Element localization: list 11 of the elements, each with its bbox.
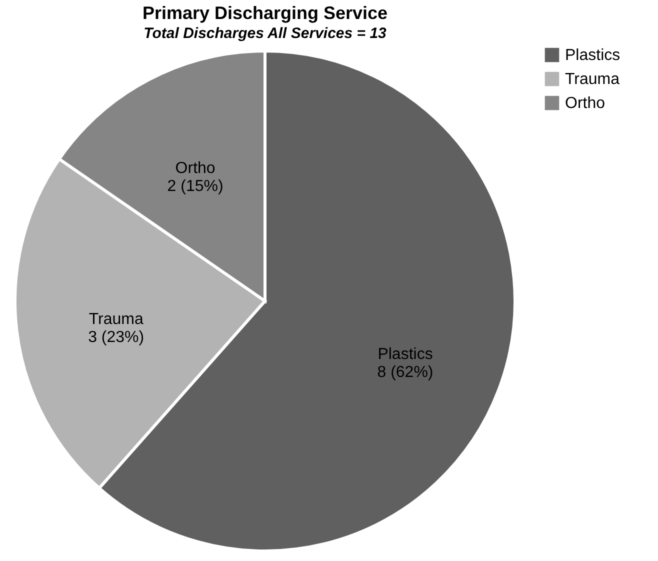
chart-subtitle: Total Discharges All Services = 13 xyxy=(144,25,388,42)
slice-label: Ortho xyxy=(175,160,216,178)
data-label: 8 (62%) xyxy=(377,364,434,382)
slice-label: Trauma xyxy=(88,311,144,328)
legend-label: Trauma xyxy=(565,71,620,88)
slice-label: Plastics xyxy=(378,346,433,364)
data-label: 3 (23%) xyxy=(88,329,144,346)
chart-title: Primary Discharging Service xyxy=(142,3,388,23)
legend-label: Ortho xyxy=(565,95,606,112)
legend-label: Plastics xyxy=(565,47,620,64)
data-label: 2 (15%) xyxy=(167,178,224,196)
